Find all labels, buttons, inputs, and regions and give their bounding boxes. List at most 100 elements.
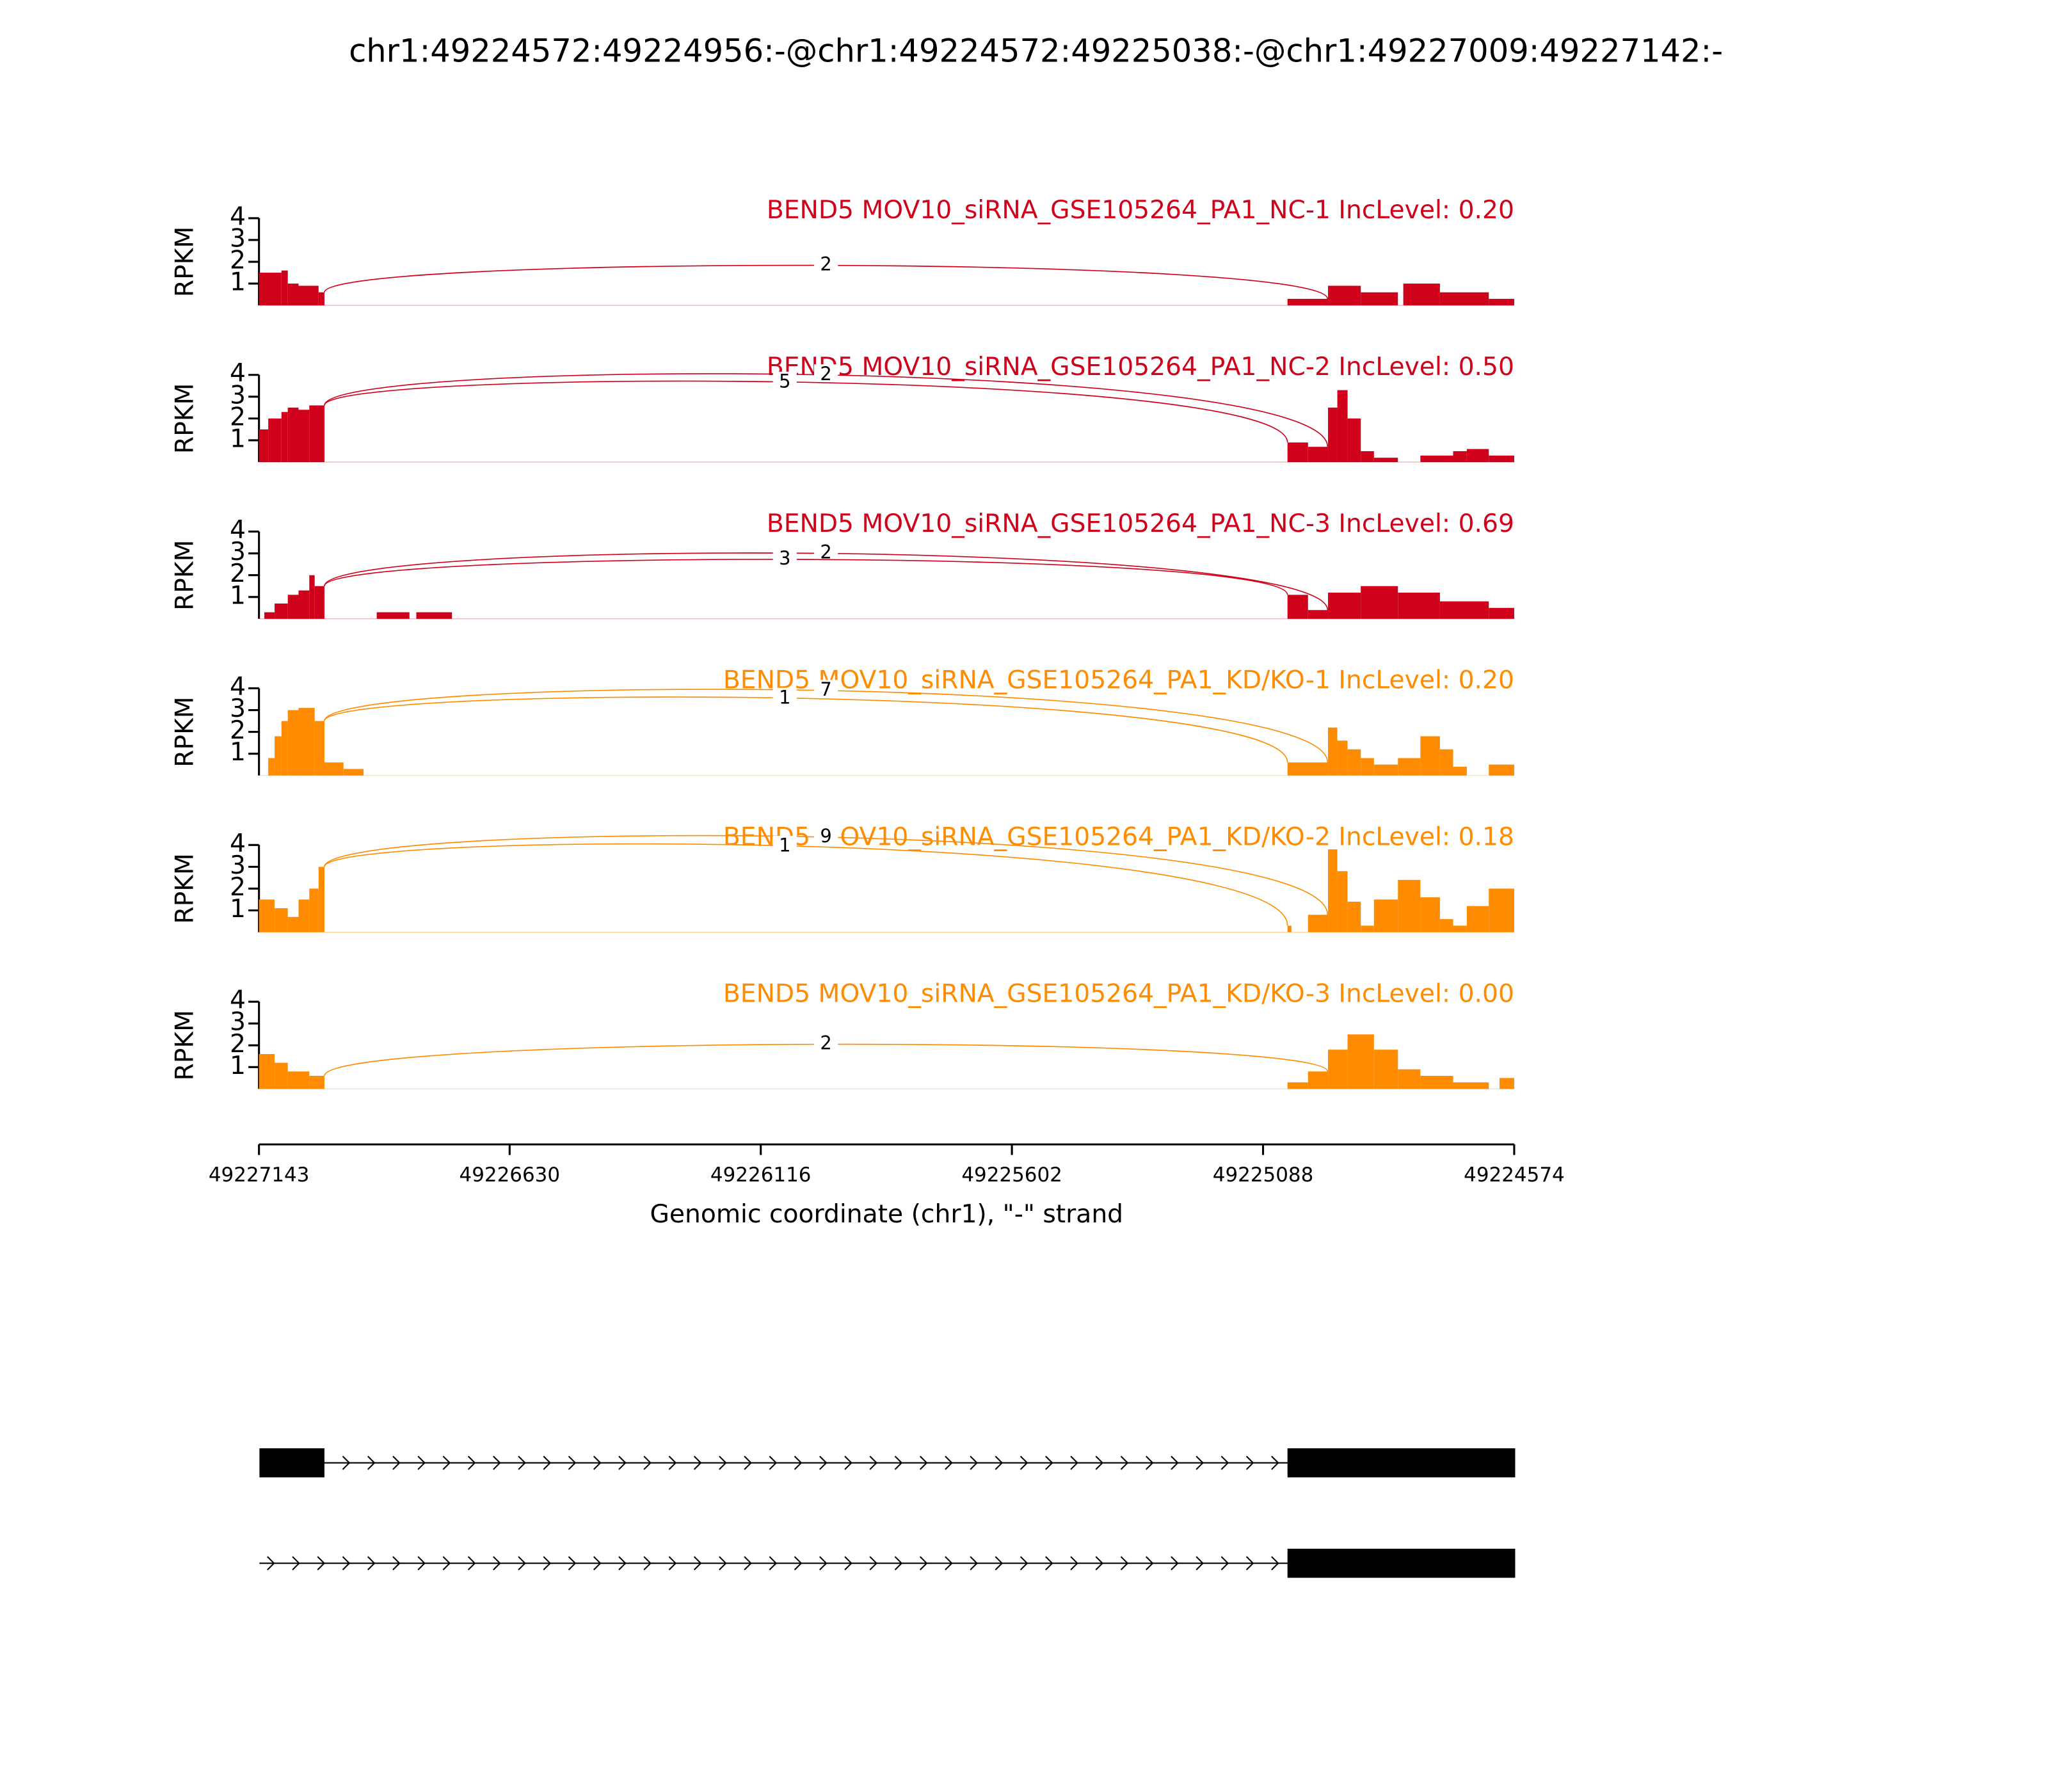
coverage-bar — [1287, 442, 1308, 463]
x-tick-label: 49225088 — [1213, 1164, 1314, 1187]
y-tick-label: 2 — [230, 246, 246, 275]
y-tick-label: 3 — [230, 1008, 246, 1037]
x-tick-label: 49224574 — [1464, 1164, 1565, 1187]
strand-arrow — [643, 1455, 652, 1470]
y-axis-label: RPKM — [171, 540, 200, 611]
coverage-bar — [309, 405, 324, 463]
coverage-bar — [1373, 458, 1398, 463]
coverage-bar — [416, 612, 452, 619]
coverage-bar — [1328, 407, 1338, 463]
strand-arrow — [844, 1556, 852, 1571]
strand-arrow — [1145, 1455, 1154, 1470]
y-axis-label: RPKM — [171, 227, 200, 297]
coverage-bar — [376, 612, 410, 619]
coverage-bar — [1287, 595, 1308, 619]
strand-arrow — [1045, 1556, 1053, 1571]
track-title: BEND5 MOV10_siRNA_GSE105264_PA1_KD/KO-1 … — [723, 666, 1514, 695]
strand-arrow — [1095, 1455, 1104, 1470]
strand-arrow — [794, 1455, 803, 1470]
y-tick-label: 3 — [230, 851, 246, 880]
coverage-bar — [1439, 292, 1489, 306]
coverage-bar — [268, 418, 282, 463]
exon — [1287, 1448, 1516, 1478]
strand-arrow — [1171, 1455, 1179, 1470]
strand-arrow — [317, 1556, 326, 1571]
coverage-bar — [259, 273, 282, 306]
coverage-bar — [1398, 879, 1421, 932]
y-tick-label: 1 — [230, 424, 246, 453]
strand-arrow — [543, 1556, 552, 1571]
strand-arrow — [342, 1556, 351, 1571]
coverage-bar — [1308, 447, 1329, 463]
strand-arrow — [417, 1455, 426, 1470]
strand-arrow — [769, 1556, 778, 1571]
strand-arrow — [1220, 1455, 1229, 1470]
y-tick-label: 3 — [230, 381, 246, 410]
strand-arrow — [1020, 1556, 1028, 1571]
strand-arrow — [1196, 1455, 1204, 1470]
x-tick-label: 49226116 — [710, 1164, 812, 1187]
coverage-bar — [1403, 284, 1440, 306]
coverage-bar — [1453, 1082, 1489, 1089]
coverage-bar — [1287, 298, 1329, 306]
coverage-bar — [281, 721, 288, 776]
junction-label-bg — [814, 543, 838, 564]
y-tick-label: 4 — [230, 986, 246, 1015]
coverage-bar — [1347, 1034, 1374, 1089]
chart-title: chr1:49224572:49224956:-@chr1:49224572:4… — [349, 32, 1723, 69]
y-tick-label: 1 — [230, 268, 246, 297]
coverage-bar — [1439, 601, 1489, 619]
coverage-bar — [343, 769, 364, 776]
junction-arc — [324, 696, 1288, 763]
coverage-bar — [1489, 607, 1514, 619]
y-tick-label: 4 — [230, 673, 246, 701]
coverage-bar — [309, 1075, 324, 1089]
track-title: BEND5 MOV10_siRNA_GSE105264_PA1_KD/KO-3 … — [723, 979, 1514, 1008]
coverage-bar — [1328, 592, 1361, 619]
coverage-bar — [1361, 292, 1398, 306]
strand-arrow — [844, 1455, 852, 1470]
coverage-bar — [314, 586, 324, 619]
junction-label: 1 — [779, 686, 790, 708]
strand-arrow — [744, 1455, 752, 1470]
junction-label-bg — [814, 364, 838, 386]
junction-label: 2 — [820, 363, 831, 385]
y-tick-label: 1 — [230, 738, 246, 767]
coverage-bar — [1489, 455, 1514, 463]
strand-arrow — [1245, 1556, 1254, 1571]
coverage-bar — [298, 708, 315, 776]
coverage-bar — [298, 285, 319, 306]
strand-arrow — [1120, 1455, 1129, 1470]
strand-arrow — [467, 1455, 476, 1470]
coverage-bar — [1328, 285, 1361, 306]
y-tick-label: 3 — [230, 224, 246, 253]
strand-arrow — [693, 1556, 702, 1571]
coverage-bar — [1337, 871, 1348, 932]
y-tick-label: 4 — [230, 829, 246, 858]
strand-arrow — [744, 1556, 752, 1571]
junction-label: 7 — [820, 678, 831, 700]
junction-label: 2 — [820, 253, 831, 275]
junction-arc — [324, 843, 1288, 926]
strand-arrow — [1145, 1556, 1154, 1571]
coverage-bar — [1361, 586, 1398, 619]
y-tick-label: 1 — [230, 895, 246, 924]
junction-label: 2 — [820, 1032, 831, 1054]
coverage-bar — [287, 284, 299, 306]
strand-arrow — [819, 1556, 828, 1571]
coverage-bar — [318, 867, 324, 932]
coverage-bar — [1308, 1071, 1329, 1089]
coverage-bar — [318, 292, 324, 306]
coverage-bar — [1328, 1050, 1348, 1089]
strand-arrow — [292, 1556, 300, 1571]
track-title: BEND5 MOV10_siRNA_GSE105264_PA1_NC-1 Inc… — [767, 196, 1514, 225]
strand-arrow — [894, 1455, 903, 1470]
coverage-bar — [1328, 849, 1338, 932]
strand-arrow — [442, 1455, 451, 1470]
strand-arrow — [945, 1556, 953, 1571]
strand-arrow — [919, 1455, 928, 1470]
coverage-bar — [1420, 897, 1440, 932]
x-tick-label: 49227143 — [209, 1164, 310, 1187]
strand-arrow — [970, 1455, 978, 1470]
